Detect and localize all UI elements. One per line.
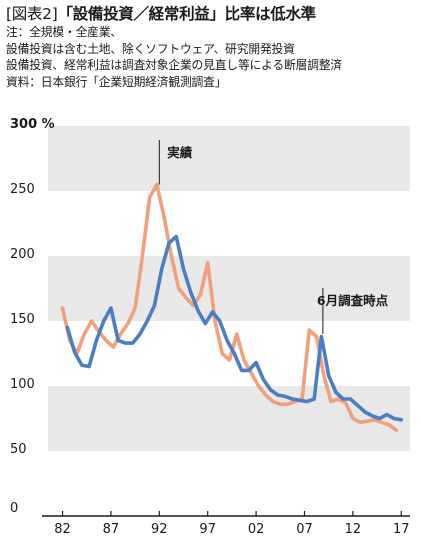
series-line-blue — [65, 234, 404, 422]
figure-label: [図表2] — [6, 5, 58, 23]
x-tick-label: 82 — [54, 522, 71, 537]
annotation-label: 6月調査時点 — [317, 293, 389, 308]
y-tick-label: 250 — [10, 182, 35, 197]
x-tick-label: 07 — [296, 522, 313, 537]
grid-band — [48, 256, 410, 321]
y-tick-label: 0 — [10, 501, 18, 516]
chart-title: [図表2]「設備投資／経常利益」比率は低水準 — [6, 4, 416, 24]
series-lines — [60, 182, 404, 433]
x-tick-label: 87 — [103, 522, 120, 537]
source-line: 資料：日本銀行「企業短期経済観測調査」 — [6, 74, 227, 89]
y-tick-label: 150 — [10, 312, 35, 327]
y-tick-label: 300 % — [10, 117, 55, 132]
chart-header: [図表2]「設備投資／経常利益」比率は低水準 注：全規模・全産業、 設備投資は含… — [6, 4, 416, 90]
annotations: 実績 6月調査時点 — [158, 140, 389, 334]
y-tick-label: 200 — [10, 247, 35, 262]
note-line-1: 注：全規模・全産業、 — [6, 25, 122, 39]
x-tick-label: 92 — [151, 522, 168, 537]
title-text: 「設備投資／経常利益」比率は低水準 — [57, 5, 316, 23]
y-tick-label: 100 — [10, 377, 35, 392]
y-tick-label: 50 — [10, 442, 27, 457]
grid-band — [48, 126, 410, 191]
axes: 0 50 100 150 200 250 300 % 82 87 92 97 02 07 12 17 — [10, 117, 410, 537]
x-tick-label: 17 — [393, 522, 410, 537]
note-line-3: 設備投資、経常利益は調査対象企業の見直し等による断層調整済 — [6, 58, 342, 73]
x-tick-label: 97 — [199, 522, 216, 537]
x-tick-label: 02 — [248, 522, 265, 537]
x-tick-label: 12 — [345, 522, 362, 537]
annotation-label: 実績 — [167, 145, 193, 160]
note-line-2: 設備投資は含む土地、除くソフトウェア、研究開発投資 — [6, 41, 295, 56]
grid-band — [48, 386, 410, 451]
